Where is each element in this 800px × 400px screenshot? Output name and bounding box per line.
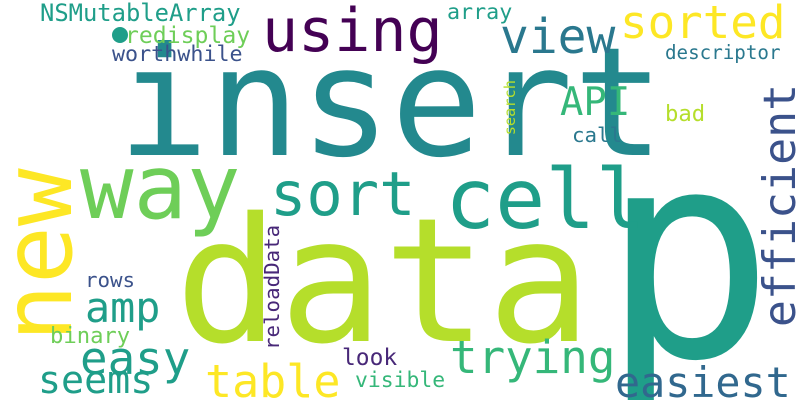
- word-search: search: [502, 80, 517, 135]
- word-sorted: sorted: [620, 0, 785, 46]
- word-view: view: [500, 14, 615, 62]
- word-descriptor: descriptor: [665, 43, 781, 62]
- word-reloaddata: reloadData: [262, 225, 283, 350]
- word-worthwhile: worthwhile: [112, 44, 243, 66]
- word-using: using: [262, 1, 443, 61]
- word-efficient: efficient: [758, 83, 800, 326]
- word-easiest: easiest: [615, 362, 791, 400]
- word-bad: bad: [665, 103, 705, 125]
- word-trying: trying: [450, 335, 615, 381]
- word-call: call: [572, 125, 622, 146]
- word-visible: visible: [355, 370, 445, 391]
- word-binary: binary: [50, 325, 130, 347]
- word-look: look: [342, 347, 397, 370]
- word-table: table: [205, 359, 340, 400]
- word-rows: rows: [85, 270, 135, 291]
- word-seems: seems: [38, 362, 153, 400]
- word-array: array: [447, 2, 512, 24]
- word-way: way: [80, 143, 241, 232]
- word-new: new: [0, 168, 86, 342]
- word-api: API: [560, 84, 630, 123]
- word-sort: sort: [270, 165, 415, 225]
- word-nsmutablearray: NSMutableArray: [40, 2, 241, 26]
- dot-mark: [112, 27, 128, 43]
- word-cell: cell: [445, 158, 646, 241]
